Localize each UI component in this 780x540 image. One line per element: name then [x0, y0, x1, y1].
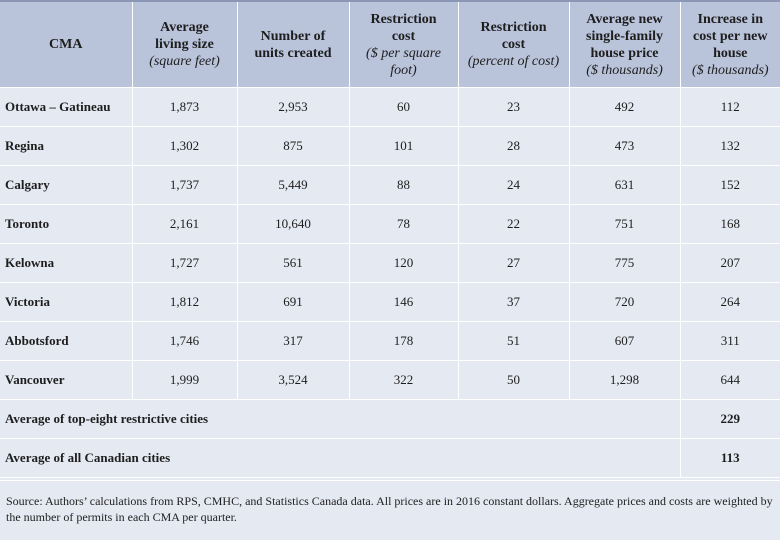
header-house-price: Average new single-family house price ($… [569, 2, 681, 88]
cell-cost-sqft: 178 [349, 321, 459, 361]
average-value: 229 [680, 399, 780, 439]
cell-cost-sqft: 146 [349, 282, 459, 322]
cell-living-size: 1,302 [132, 126, 238, 166]
cell-units: 5,449 [237, 165, 350, 205]
cell-cost-sqft: 60 [349, 87, 459, 127]
cell-cost-pct: 24 [458, 165, 570, 205]
cell-price: 631 [569, 165, 681, 205]
cell-units: 317 [237, 321, 350, 361]
cell-increase: 132 [680, 126, 780, 166]
cell-cost-sqft: 101 [349, 126, 459, 166]
cell-cost-pct: 27 [458, 243, 570, 283]
source-note: Source: Authors’ calculations from RPS, … [0, 480, 780, 540]
header-units-created: Number of units created [237, 2, 350, 88]
table-body: Ottawa – Gatineau 1,873 2,953 60 23 492 … [0, 87, 780, 478]
cell-units: 875 [237, 126, 350, 166]
table-row: Abbotsford 1,746 317 178 51 607 311 [0, 321, 780, 361]
cell-cma: Vancouver [0, 360, 133, 400]
header-cost-percent: Restriction cost (percent of cost) [458, 2, 570, 88]
cell-price: 720 [569, 282, 681, 322]
cell-cost-pct: 50 [458, 360, 570, 400]
cell-price: 607 [569, 321, 681, 361]
cell-living-size: 1,737 [132, 165, 238, 205]
header-cost-per-sqft: Restriction cost ($ per square foot) [349, 2, 459, 88]
cell-cost-sqft: 120 [349, 243, 459, 283]
cell-increase: 168 [680, 204, 780, 244]
cell-cost-sqft: 322 [349, 360, 459, 400]
cell-cma: Toronto [0, 204, 133, 244]
table-row: Regina 1,302 875 101 28 473 132 [0, 126, 780, 166]
average-row-all-cities: Average of all Canadian cities 113 [0, 438, 780, 478]
cell-price: 751 [569, 204, 681, 244]
average-row-top-eight: Average of top-eight restrictive cities … [0, 399, 780, 439]
average-value: 113 [680, 438, 780, 478]
table-row: Calgary 1,737 5,449 88 24 631 152 [0, 165, 780, 205]
cell-cost-pct: 22 [458, 204, 570, 244]
cell-units: 561 [237, 243, 350, 283]
cell-cma: Victoria [0, 282, 133, 322]
cell-increase: 152 [680, 165, 780, 205]
table-row: Kelowna 1,727 561 120 27 775 207 [0, 243, 780, 283]
average-label: Average of all Canadian cities [0, 438, 681, 478]
cell-living-size: 1,999 [132, 360, 238, 400]
housing-cost-table: CMA Average living size (square feet) Nu… [0, 2, 780, 478]
header-row: CMA Average living size (square feet) Nu… [0, 2, 780, 88]
cell-units: 3,524 [237, 360, 350, 400]
cell-living-size: 1,746 [132, 321, 238, 361]
cell-living-size: 1,727 [132, 243, 238, 283]
cell-cma: Calgary [0, 165, 133, 205]
cell-cma: Abbotsford [0, 321, 133, 361]
cell-living-size: 2,161 [132, 204, 238, 244]
cell-units: 10,640 [237, 204, 350, 244]
cell-price: 1,298 [569, 360, 681, 400]
cell-cost-pct: 37 [458, 282, 570, 322]
header-cma: CMA [0, 2, 133, 88]
cell-increase: 207 [680, 243, 780, 283]
cell-cost-sqft: 78 [349, 204, 459, 244]
cell-increase: 112 [680, 87, 780, 127]
cell-units: 2,953 [237, 87, 350, 127]
cell-living-size: 1,873 [132, 87, 238, 127]
cell-cma: Regina [0, 126, 133, 166]
cell-price: 775 [569, 243, 681, 283]
cell-living-size: 1,812 [132, 282, 238, 322]
cell-cost-sqft: 88 [349, 165, 459, 205]
cell-cma: Ottawa – Gatineau [0, 87, 133, 127]
cell-cma: Kelowna [0, 243, 133, 283]
table-row: Victoria 1,812 691 146 37 720 264 [0, 282, 780, 322]
cell-cost-pct: 51 [458, 321, 570, 361]
cell-cost-pct: 28 [458, 126, 570, 166]
header-living-size: Average living size (square feet) [132, 2, 238, 88]
table-header: CMA Average living size (square feet) Nu… [0, 2, 780, 88]
cell-price: 473 [569, 126, 681, 166]
cell-units: 691 [237, 282, 350, 322]
cell-increase: 264 [680, 282, 780, 322]
cell-increase: 311 [680, 321, 780, 361]
table-row: Toronto 2,161 10,640 78 22 751 168 [0, 204, 780, 244]
cell-increase: 644 [680, 360, 780, 400]
cell-cost-pct: 23 [458, 87, 570, 127]
header-cost-increase: Increase in cost per new house ($ thousa… [680, 2, 780, 88]
table-row: Ottawa – Gatineau 1,873 2,953 60 23 492 … [0, 87, 780, 127]
cell-price: 492 [569, 87, 681, 127]
average-label: Average of top-eight restrictive cities [0, 399, 681, 439]
table-row: Vancouver 1,999 3,524 322 50 1,298 644 [0, 360, 780, 400]
